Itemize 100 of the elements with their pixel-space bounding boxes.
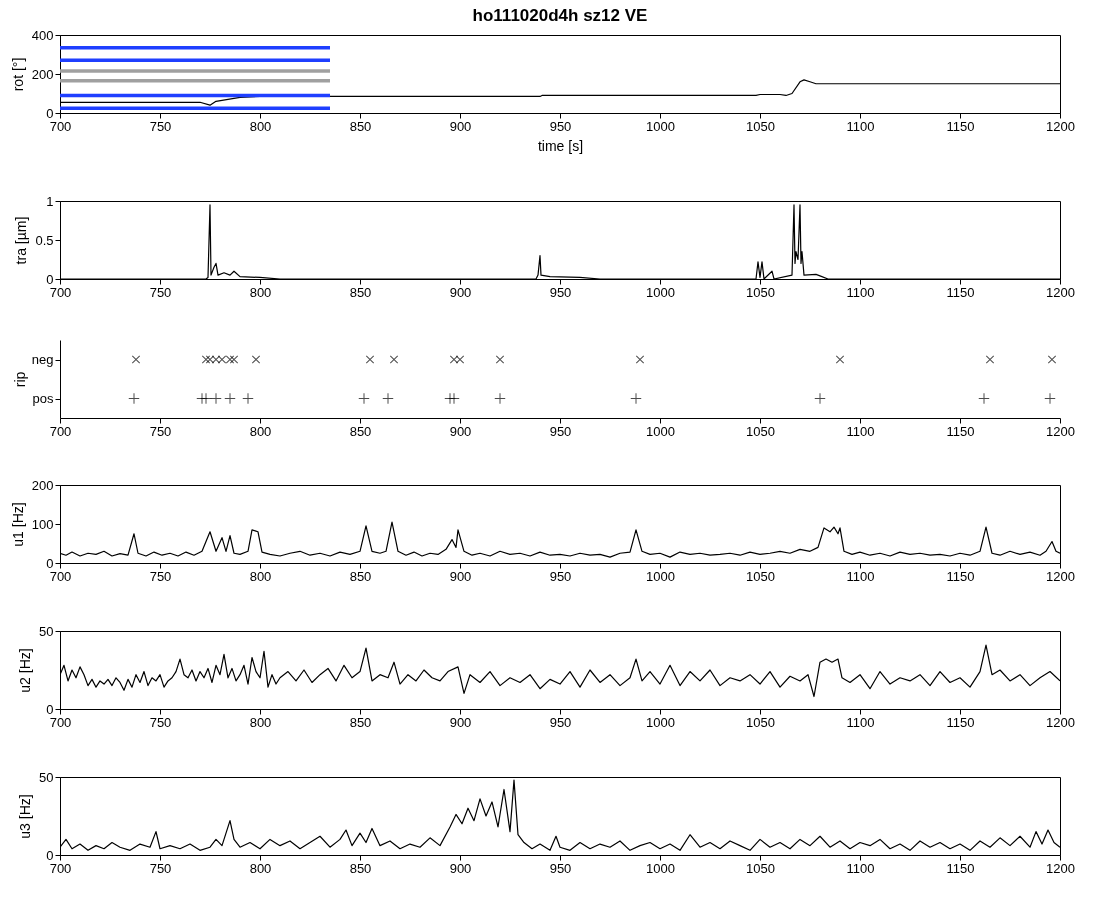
x-tick-label: 1150 [946,284,975,300]
y-tick-label: 0 [46,271,54,287]
point [200,392,212,405]
x-tick-label: 750 [149,714,172,730]
x-tick-label: 950 [549,860,572,876]
y-tick-label: 0 [46,555,54,571]
y-tick-label: neg [31,352,54,367]
x-tick-label: 800 [249,284,272,300]
y-tick-label: 200 [31,477,54,493]
x-tick-label: 900 [449,714,472,730]
x-tick-label: 800 [249,568,272,584]
x-tick-label: 1200 [1046,568,1075,584]
y-axis-title: rip [11,371,28,388]
x-tick-label: 1000 [646,284,675,300]
x-tick-label: 800 [249,118,272,134]
x-tick-label: 1050 [746,284,775,300]
x-tick-label: 950 [549,568,572,584]
point [1044,392,1056,405]
x-tick-label: 1000 [646,714,675,730]
x-tick-label: 1000 [646,860,675,876]
x-tick-label: 900 [449,568,472,584]
y-tick-label: 0 [46,847,54,863]
point [494,392,506,405]
x-tick-label: 1100 [846,284,875,300]
point [128,392,140,405]
point [131,355,141,364]
x-tick-label: 1050 [746,118,775,134]
point [814,392,826,405]
y-tick-label: 0 [46,701,54,717]
x-tick-label: 1150 [946,423,975,439]
point [358,392,370,405]
point [205,355,215,364]
point [210,392,222,405]
x-tick-label: 1200 [1046,860,1075,876]
point [201,355,211,364]
y-axis-title: u2 [Hz] [17,648,34,693]
chart-title: ho111020d4h sz12 VE [472,6,648,25]
x-tick-label: 900 [449,284,472,300]
x-tick-label: 850 [349,860,372,876]
point [835,355,845,364]
x-tick-label: 750 [149,118,172,134]
x-tick-label: 700 [49,714,72,730]
x-tick-label: 700 [49,860,72,876]
x-tick-label: 950 [549,118,572,134]
point [211,355,221,364]
x-tick-label: 700 [49,568,72,584]
line-series [60,779,1060,851]
point [630,392,642,405]
x-tick-label: 1100 [846,860,875,876]
x-tick-label: 1200 [1046,714,1075,730]
x-tick-label: 950 [549,284,572,300]
y-axis-title: u1 [Hz] [9,502,26,547]
point [455,355,465,364]
point [365,355,375,364]
x-tick-label: 1200 [1046,118,1075,134]
x-tick-label: 1150 [946,568,975,584]
x-tick-label: 1050 [746,860,775,876]
point [389,355,399,364]
y-axis-title: u3 [Hz] [17,794,34,839]
x-tick-label: 1050 [746,423,775,439]
x-tick-label: 1150 [946,860,975,876]
x-tick-label: 1050 [746,568,775,584]
x-tick-label: 900 [449,423,472,439]
x-tick-label: 900 [449,118,472,134]
point [448,392,460,405]
point [382,392,394,405]
x-tick-label: 1000 [646,568,675,584]
x-tick-label: 1200 [1046,423,1075,439]
y-tick-label: 50 [39,769,54,785]
point [985,355,995,364]
x-tick-label: 750 [149,423,172,439]
point [978,392,990,405]
point [495,355,505,364]
point [449,355,459,364]
x-tick-label: 750 [149,284,172,300]
x-tick-label: 850 [349,714,372,730]
x-tick-label: 1000 [646,118,675,134]
x-tick-label: 700 [49,118,72,134]
y-axis-title: tra [µm] [13,216,30,265]
y-axis-title: rot [°] [9,57,26,92]
x-tick-label: 1050 [746,714,775,730]
point [217,355,227,364]
y-tick-label: 100 [31,516,54,532]
x-tick-label: 850 [349,118,372,134]
x-tick-label: 850 [349,423,372,439]
y-tick-label: 0.5 [35,232,54,248]
point [229,355,239,364]
x-tick-label: 850 [349,284,372,300]
x-axis-title: time [s] [537,137,584,154]
x-tick-label: 1150 [946,714,975,730]
x-tick-label: 700 [49,423,72,439]
point [225,355,235,364]
y-tick-label: 1 [46,193,54,209]
x-tick-label: 800 [249,423,272,439]
y-tick-label: pos [32,391,54,406]
x-tick-label: 800 [249,714,272,730]
x-tick-label: 1100 [846,423,875,439]
x-tick-label: 900 [449,860,472,876]
x-tick-label: 1100 [846,118,875,134]
x-tick-label: 1150 [946,118,975,134]
